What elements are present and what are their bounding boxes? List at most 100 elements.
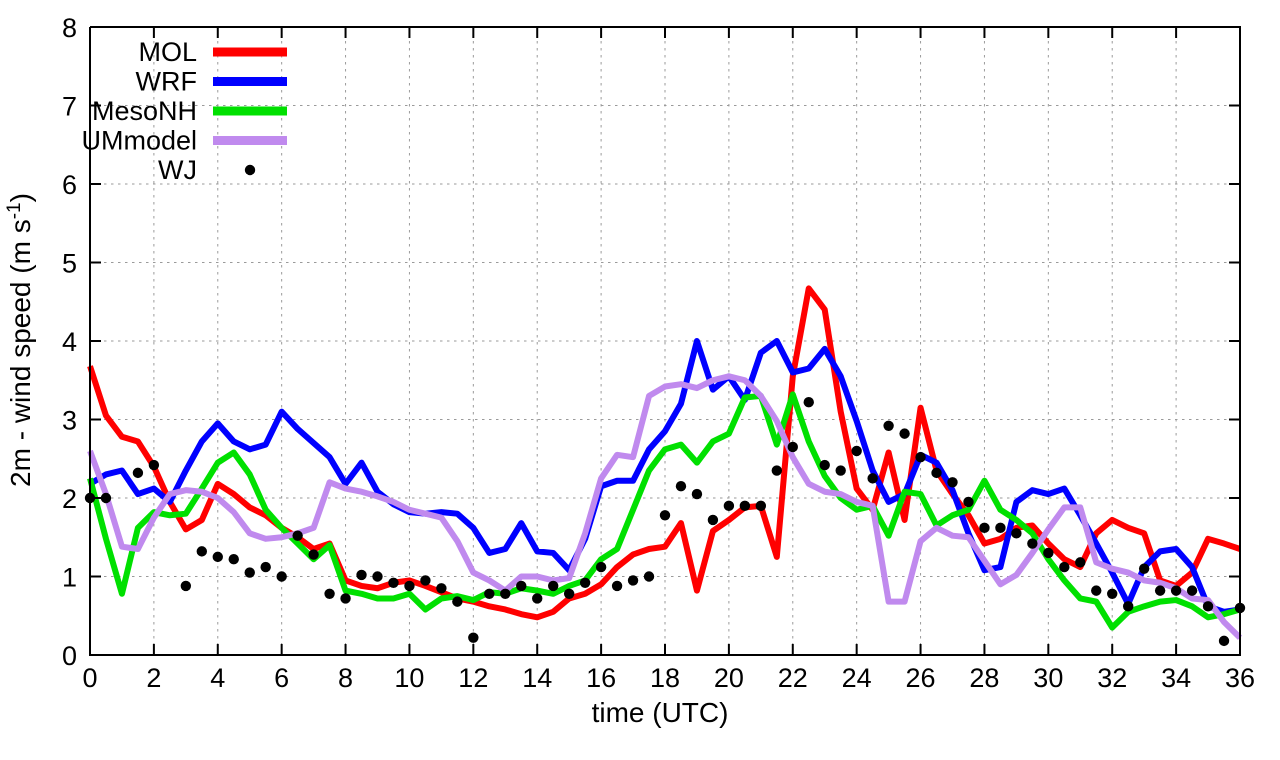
data-point: [1091, 585, 1102, 596]
data-point: [947, 477, 958, 488]
data-point: [1011, 528, 1022, 539]
y-tick-label: 6: [62, 170, 77, 200]
data-point: [1027, 538, 1038, 549]
x-tick-label: 36: [1225, 663, 1255, 693]
data-point: [1043, 547, 1054, 559]
legend-swatch-wj: [244, 164, 256, 176]
data-point: [675, 481, 687, 492]
x-tick-label: 6: [274, 663, 289, 693]
x-tick-label: 0: [82, 663, 97, 693]
series-points-wj: [84, 397, 1246, 647]
y-axis-title-tail: ): [5, 193, 36, 202]
data-point: [819, 459, 830, 471]
data-point: [1138, 563, 1150, 574]
legend-label-wrf: WRF: [136, 67, 197, 97]
data-point: [1218, 635, 1230, 647]
data-point: [132, 467, 144, 479]
data-point: [643, 571, 655, 582]
y-tick-label: 0: [62, 641, 77, 671]
x-tick-label: 12: [458, 663, 488, 693]
data-point: [835, 465, 846, 476]
data-point: [324, 588, 335, 599]
data-point: [212, 551, 223, 563]
data-point: [484, 588, 495, 599]
y-tick-label: 7: [62, 92, 77, 122]
legend-label-mol: MOL: [138, 37, 197, 67]
data-point: [547, 580, 559, 592]
y-tick-label: 5: [62, 249, 77, 279]
data-point: [420, 575, 431, 586]
data-point: [276, 571, 287, 582]
y-axis-title-superscript: -1: [4, 202, 25, 219]
data-point: [196, 546, 208, 557]
data-point: [1202, 601, 1214, 612]
data-point: [340, 593, 351, 604]
legend-label-mesonh: MesoNH: [92, 96, 197, 126]
data-point: [611, 580, 623, 592]
data-point: [1107, 588, 1118, 599]
data-point: [180, 580, 192, 592]
legend-label-ummodel: UMmodel: [81, 126, 197, 156]
y-tick-label: 3: [62, 406, 77, 436]
data-point: [516, 580, 527, 592]
series-line-wrf: [88, 338, 1241, 615]
data-point: [100, 492, 112, 504]
data-point: [388, 577, 399, 588]
series-layer: [84, 285, 1246, 647]
data-point: [915, 451, 926, 463]
legend-label-wj: WJ: [158, 155, 197, 185]
x-tick-label: 30: [1033, 663, 1063, 693]
data-point: [452, 596, 463, 607]
x-tick-label: 28: [969, 663, 999, 693]
data-point: [1154, 585, 1166, 596]
x-tick-label: 18: [650, 663, 680, 693]
data-point: [963, 496, 974, 508]
data-point: [659, 510, 671, 521]
data-point: [148, 459, 160, 471]
data-point: [723, 500, 735, 512]
data-point: [851, 445, 862, 457]
data-point: [867, 473, 878, 484]
axis-ticks-layer: [89, 26, 1241, 656]
x-tick-label: 2: [146, 663, 161, 693]
data-point: [436, 583, 447, 594]
data-point: [995, 522, 1006, 534]
data-point: [372, 571, 383, 582]
data-point: [691, 488, 703, 500]
x-axis-title: time (UTC): [592, 697, 729, 728]
x-tick-label: 14: [522, 663, 552, 693]
x-tick-label: 22: [778, 663, 808, 693]
y-tick-label: 8: [62, 13, 77, 43]
data-point: [931, 467, 942, 479]
data-point: [563, 588, 575, 599]
data-point: [1059, 561, 1070, 573]
y-tick-label: 4: [62, 327, 77, 357]
data-point: [500, 588, 511, 599]
data-point: [979, 522, 990, 534]
data-point: [883, 420, 894, 431]
data-point: [771, 465, 783, 476]
x-tick-label: 16: [586, 663, 616, 693]
data-point: [292, 530, 303, 541]
x-tick-label: 32: [1097, 663, 1127, 693]
svg-text:2m - wind speed (m s-1): 2m - wind speed (m s-1): [4, 193, 37, 487]
data-point: [1186, 585, 1198, 596]
x-tick-label: 26: [906, 663, 936, 693]
data-point: [1170, 585, 1182, 596]
x-tick-label: 10: [394, 663, 424, 693]
x-tick-label: 8: [338, 663, 353, 693]
data-point: [579, 577, 591, 588]
x-tick-label: 4: [210, 663, 225, 693]
data-point: [739, 500, 751, 512]
y-tick-label: 1: [62, 563, 77, 593]
series-line-mesonh: [87, 391, 1241, 631]
data-point: [627, 575, 639, 586]
data-point: [787, 441, 798, 453]
data-point: [468, 632, 479, 643]
data-point: [356, 569, 367, 581]
y-axis-title: 2m - wind speed (m s-1): [4, 193, 37, 487]
